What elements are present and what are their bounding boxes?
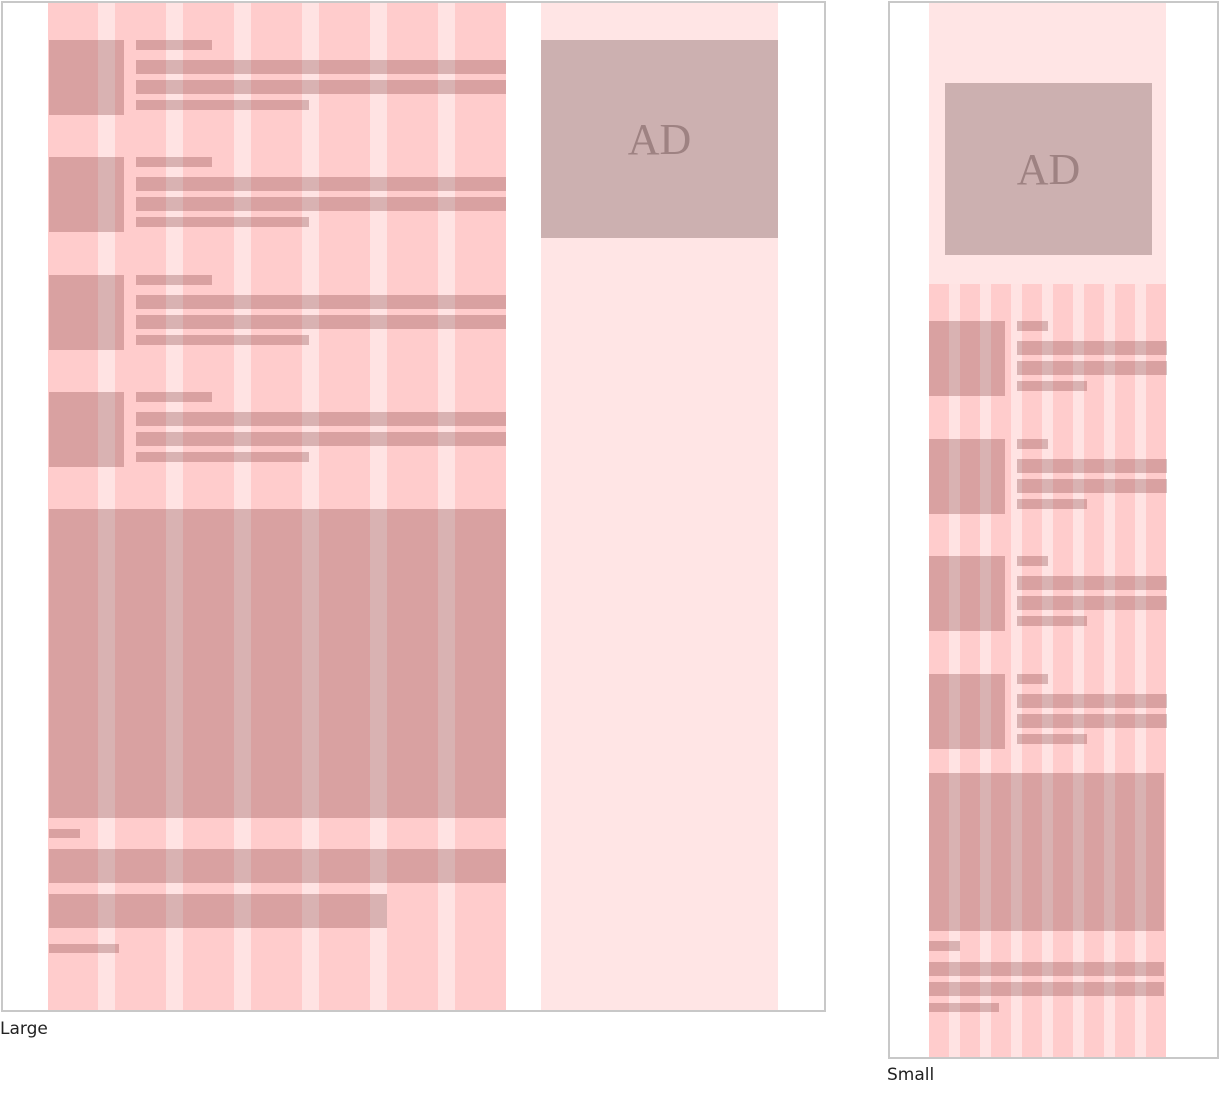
text-line: [136, 100, 309, 110]
frame-label: Small: [887, 1065, 935, 1085]
frame-label: Large: [0, 1019, 48, 1039]
grid-gutter: [1135, 284, 1146, 1057]
text-line: [1017, 694, 1167, 708]
grid-gutter: [1042, 284, 1053, 1057]
text-line: [136, 432, 506, 446]
text-line: [49, 944, 119, 953]
text-line: [1017, 734, 1087, 744]
text-line: [1017, 321, 1048, 331]
text-line: [1017, 479, 1167, 493]
text-line: [1017, 616, 1087, 626]
grid-gutter: [949, 284, 960, 1057]
hero-block: [49, 509, 506, 818]
text-line: [929, 941, 960, 951]
thumbnail: [49, 392, 124, 467]
grid-gutter: [370, 3, 387, 1010]
text-line: [136, 452, 309, 462]
thumbnail: [929, 556, 1005, 631]
frame-small: [888, 1, 1219, 1059]
text-line: [1017, 439, 1048, 449]
text-line: [1017, 361, 1167, 375]
grid-gutter: [1104, 284, 1115, 1057]
thumbnail: [49, 275, 124, 350]
text-line: [136, 315, 506, 329]
text-line: [136, 335, 309, 345]
text-line: [1017, 341, 1167, 355]
text-line: [136, 275, 212, 285]
text-line: [136, 392, 212, 402]
grid-gutter: [1011, 284, 1022, 1057]
text-line: [929, 1003, 999, 1012]
grid-gutter: [234, 3, 251, 1010]
text-line: [1017, 381, 1087, 391]
main-column: [929, 284, 1166, 1057]
text-line: [136, 412, 506, 426]
text-line: [929, 982, 1164, 996]
text-line: [136, 157, 212, 167]
thumbnail: [929, 674, 1005, 749]
text-line: [136, 40, 212, 50]
text-line: [1017, 556, 1048, 566]
text-line: [49, 829, 80, 838]
grid-gutter: [1073, 284, 1084, 1057]
text-line: [1017, 596, 1167, 610]
frame-large: [1, 1, 826, 1012]
grid-gutter: [166, 3, 183, 1010]
text-line: [136, 217, 309, 227]
ad-box: AD: [541, 40, 778, 238]
text-line: [929, 962, 1164, 976]
grid-gutter: [438, 3, 455, 1010]
text-line: [1017, 576, 1167, 590]
grid-gutter: [980, 284, 991, 1057]
thumbnail: [929, 321, 1005, 396]
text-line: [136, 197, 506, 211]
text-line: [1017, 674, 1048, 684]
text-line: [49, 849, 506, 883]
thumbnail: [49, 157, 124, 232]
text-line: [1017, 499, 1087, 509]
text-line: [1017, 459, 1167, 473]
thumbnail: [929, 439, 1005, 514]
hero-block: [929, 773, 1164, 931]
main-column: [48, 3, 506, 1010]
grid-gutter: [302, 3, 319, 1010]
thumbnail: [49, 40, 124, 115]
grid-gutter: [98, 3, 115, 1010]
text-line: [1017, 714, 1167, 728]
text-line: [136, 177, 506, 191]
text-line: [136, 295, 506, 309]
text-line: [136, 60, 506, 74]
ad-box: AD: [945, 83, 1152, 255]
text-line: [49, 894, 387, 928]
text-line: [136, 80, 506, 94]
